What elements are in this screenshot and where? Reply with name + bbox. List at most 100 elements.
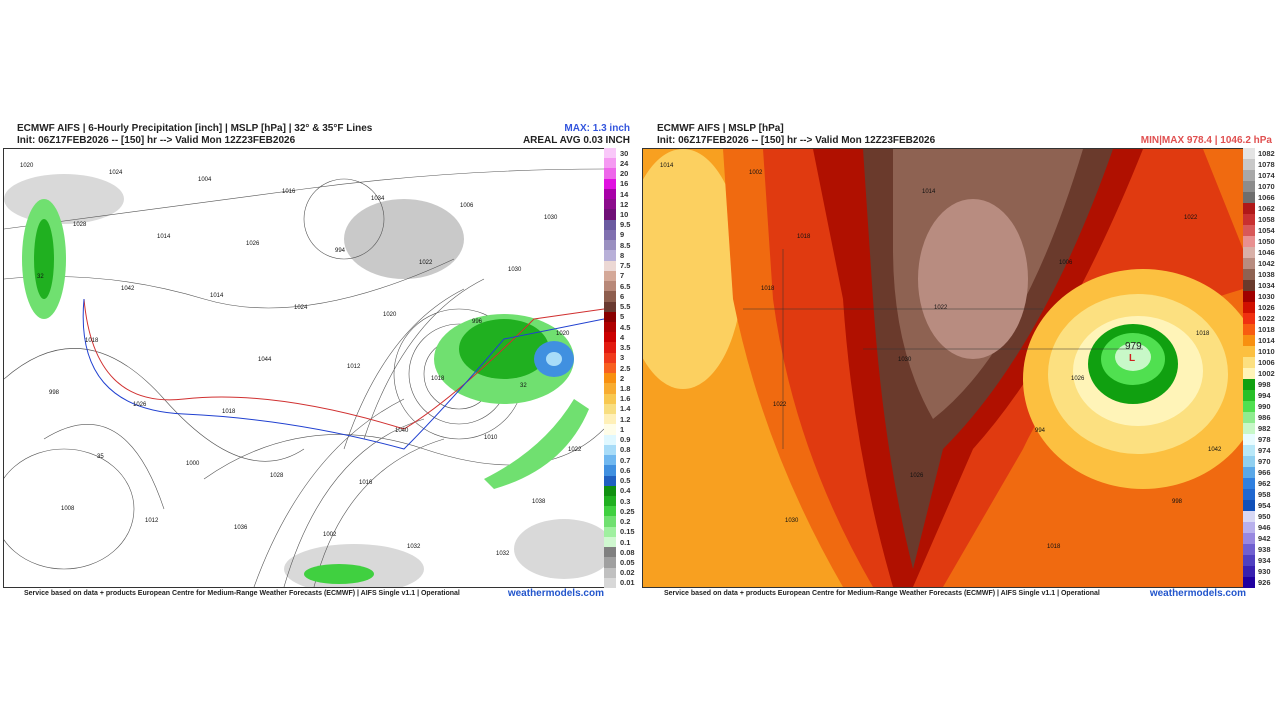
colorbar-swatch (604, 321, 616, 333)
colorbar-swatch (604, 475, 616, 486)
isobar-label: 1006 (460, 203, 474, 209)
isobar-label: 1018 (85, 338, 99, 344)
isobar-label: 1014 (157, 234, 171, 240)
colorbar-label: 0.7 (620, 455, 631, 465)
colorbar-swatch (604, 455, 616, 466)
colorbar-swatch (604, 393, 616, 404)
colorbar-label: 990 (1258, 402, 1271, 411)
colorbar-swatch (604, 260, 616, 271)
colorbar-label: 7.5 (620, 261, 631, 271)
colorbar-label: 930 (1258, 567, 1271, 576)
colorbar-label: 30 (620, 148, 629, 158)
colorbar-label: 12 (620, 199, 629, 209)
colorbar-label: 970 (1258, 457, 1271, 466)
isobar-label: 1018 (431, 376, 445, 382)
colorbar-swatch (604, 557, 616, 568)
colorbar-swatch (604, 352, 616, 363)
colorbar-label: 974 (1258, 446, 1271, 455)
colorbar-label: 926 (1258, 578, 1271, 587)
colorbar-swatch (1243, 489, 1255, 500)
precip-title: ECMWF AIFS | 6-Hourly Precipitation [inc… (17, 123, 372, 147)
colorbar-swatch (604, 465, 616, 476)
title-line-1: ECMWF AIFS | MSLP [hPa] (657, 123, 784, 134)
precip-map[interactable] (3, 148, 605, 588)
colorbar-label: 24 (620, 158, 629, 168)
isobar-label: 1002 (323, 532, 337, 538)
colorbar-label: 2.5 (620, 363, 631, 373)
colorbar-swatch (1243, 313, 1255, 324)
isobar-label: 1014 (210, 293, 224, 299)
colorbar-swatch (1243, 192, 1255, 203)
colorbar-label: 0.4 (620, 486, 631, 496)
isobar-label: 1014 (922, 189, 936, 195)
isobar-label: 994 (1035, 428, 1046, 434)
colorbar-swatch (1243, 500, 1255, 511)
isobar-label: 1026 (1071, 376, 1085, 382)
mslp-map-graphic (643, 149, 1243, 587)
precip-stats: MAX: 1.3 inch AREAL AVG 0.03 INCH (523, 123, 630, 147)
borders (743, 249, 1143, 449)
watermark-link[interactable]: weathermodels.com (507, 588, 604, 599)
colorbar-swatch (1243, 577, 1255, 588)
precip-map-graphic (4, 168, 604, 587)
colorbar-label: 6.5 (620, 281, 631, 291)
watermark-link[interactable]: weathermodels.com (1149, 588, 1246, 599)
colorbar-swatch (604, 188, 616, 200)
colorbar-swatch (604, 373, 616, 384)
colorbar-label: 1022 (1258, 314, 1275, 323)
precip-green-areas (22, 199, 589, 584)
colorbar-swatch (1243, 324, 1255, 335)
mslp-colorbar (1243, 148, 1255, 588)
colorbar-label: 0.08 (620, 547, 635, 557)
isobar-label: 1010 (484, 435, 498, 441)
colorbar-swatch (604, 506, 616, 517)
areal-avg: AREAL AVG 0.03 INCH (522, 135, 630, 146)
colorbar-label: 994 (1258, 391, 1271, 400)
mslp-panel: ECMWF AIFS | MSLP [hPa] Init: 06Z17FEB202… (640, 118, 1280, 608)
colorbar-label: 4.5 (620, 322, 631, 332)
colorbar-label: 1082 (1258, 149, 1275, 158)
colorbar-swatch (604, 229, 616, 241)
colorbar-label: 1070 (1258, 182, 1275, 191)
colorbar-label: 0.25 (620, 506, 635, 516)
colorbar-label: 962 (1258, 479, 1271, 488)
isobar-label: 1040 (395, 428, 409, 434)
colorbar-swatch (1243, 467, 1255, 478)
colorbar-swatch (604, 148, 616, 159)
isobar-label: 1020 (556, 331, 570, 337)
colorbar-swatch (604, 158, 616, 169)
colorbar-swatch (1243, 401, 1255, 412)
mslp-map[interactable]: 979 L (642, 148, 1244, 588)
isobar-label: 1024 (109, 170, 123, 176)
isobar-label: 1042 (121, 286, 135, 292)
colorbar-label: 1 (620, 424, 625, 434)
isobar-label: 1002 (749, 170, 763, 176)
colorbar-swatch (604, 526, 616, 537)
colorbar-swatch (1243, 456, 1255, 467)
isobar-label: 32 (37, 274, 44, 280)
colorbar-swatch (1243, 445, 1255, 456)
colorbar-swatch (604, 495, 616, 507)
colorbar-swatch (1243, 533, 1255, 544)
isobar-label: 1030 (785, 518, 799, 524)
colorbar-label: 934 (1258, 556, 1271, 565)
colorbar-label: 1.2 (620, 414, 631, 424)
isobar-label: 1000 (186, 461, 200, 467)
isobar-label: 1030 (544, 215, 558, 221)
colorbar-label: 1.4 (620, 404, 631, 414)
colorbar-swatch (1243, 346, 1255, 357)
colorbar-label: 5 (620, 312, 625, 322)
isobar-label: 1004 (198, 177, 212, 183)
colorbar-swatch (604, 311, 616, 322)
colorbar-swatch (1243, 412, 1255, 423)
colorbar-swatch (1243, 203, 1255, 214)
colorbar-swatch (1243, 236, 1255, 247)
colorbar-swatch (1243, 258, 1255, 269)
colorbar-swatch (1243, 379, 1255, 390)
colorbar-swatch (604, 199, 616, 210)
colorbar-label: 1066 (1258, 193, 1275, 202)
colorbar-label: 6 (620, 291, 625, 301)
colorbar-swatch (1243, 522, 1255, 533)
colorbar-swatch (1243, 555, 1255, 566)
isobar-label: 32 (520, 383, 527, 389)
